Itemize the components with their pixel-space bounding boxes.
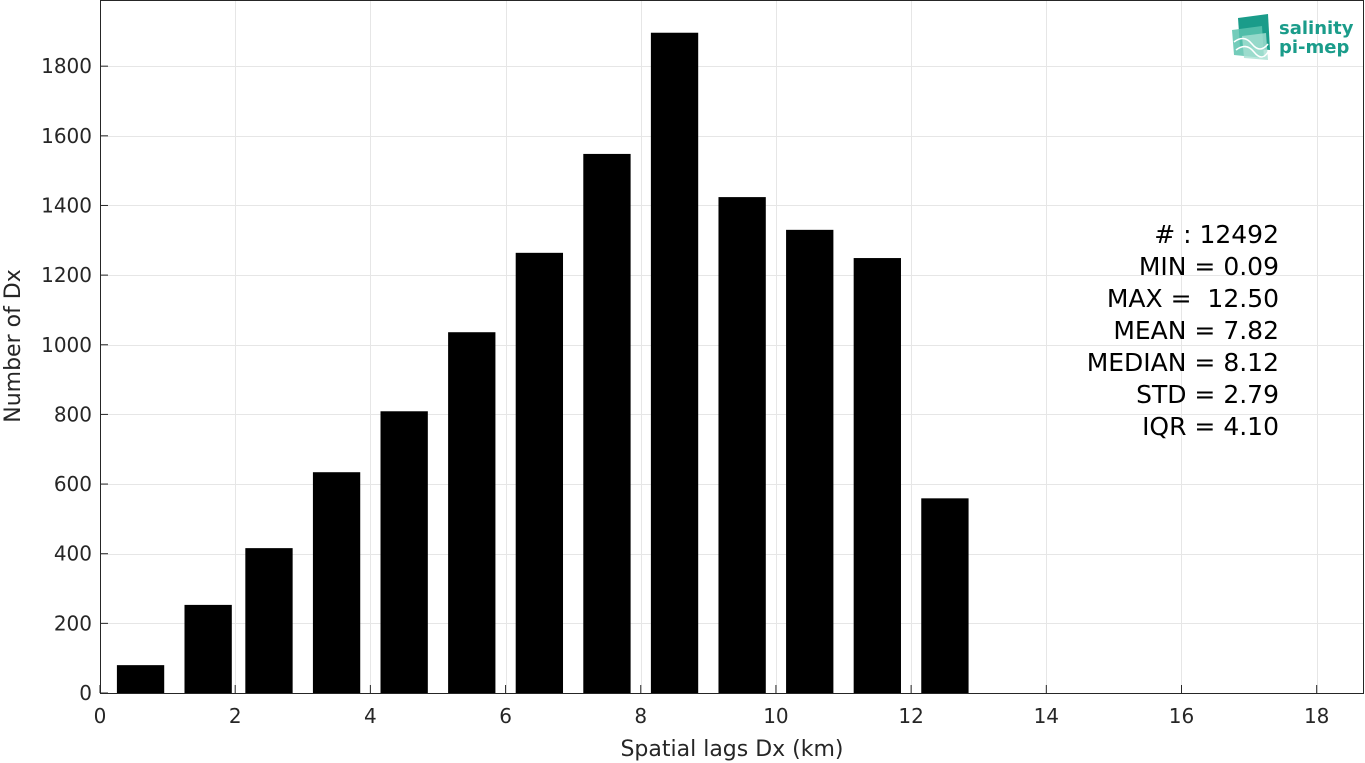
y-tick-label: 1000 [41,333,92,357]
logo-mark-icon [1232,14,1270,60]
x-tick-label: 16 [1169,704,1194,728]
x-tick-label: 8 [634,704,647,728]
histogram-bar [184,604,232,693]
y-tick-label: 200 [54,611,92,635]
logo-line-1: salinity [1279,18,1354,39]
stats-line: IQR = 4.10 [1142,412,1279,441]
histogram-bar [245,548,293,693]
histogram-bar [650,32,699,693]
plot-frame [100,0,1364,694]
histogram-bar [921,498,969,693]
stats-line: MEAN = 7.82 [1113,316,1279,345]
histogram-bar [583,153,631,693]
histogram-bar [853,258,901,693]
stats-annotation: # : 12492 MIN = 0.09 MAX = 12.50 MEAN = 7.8… [1087,220,1279,441]
stats-line: MAX = 12.50 [1107,284,1279,313]
x-tick-label: 2 [229,704,242,728]
histogram-bar [380,411,428,693]
y-tick-label: 0 [79,681,92,705]
x-tick-label: 14 [1034,704,1059,728]
x-tick-label: 18 [1304,704,1329,728]
logo-line-2: pi-mep [1279,37,1349,58]
x-axis-label: Spatial lags Dx (km) [620,737,843,762]
y-tick-label: 800 [54,402,92,426]
bars [116,32,969,693]
x-tick-label: 0 [94,704,107,728]
x-tick-label: 12 [898,704,923,728]
x-tick-label: 10 [763,704,788,728]
y-tick-label: 1200 [41,263,92,287]
y-axis-ticks: 0 200 400 600 800 1000 1200 1400 1600 1800 [41,54,108,705]
y-axis-label: Number of Dx [1,269,26,423]
stats-line: # : 12492 [1154,220,1279,249]
y-tick-label: 1400 [41,193,92,217]
y-tick-label: 600 [54,472,92,496]
histogram-bar [448,332,496,693]
histogram-bar [786,229,834,693]
x-axis-ticks: 0 2 4 6 8 10 12 14 16 18 [94,685,1329,728]
histogram-bar [515,252,564,693]
y-tick-label: 400 [54,542,92,566]
stats-line: MEDIAN = 8.12 [1087,348,1279,377]
histogram-bar [116,665,165,693]
histogram-bar [312,472,361,693]
salinity-pi-mep-logo: salinity pi-mep [1232,14,1354,60]
x-tick-label: 4 [364,704,377,728]
y-tick-label: 1600 [41,124,92,148]
stats-line: STD = 2.79 [1136,380,1279,409]
y-tick-label: 1800 [41,54,92,78]
x-tick-label: 6 [499,704,512,728]
stats-line: MIN = 0.09 [1139,252,1279,281]
histogram-bar [718,197,766,693]
